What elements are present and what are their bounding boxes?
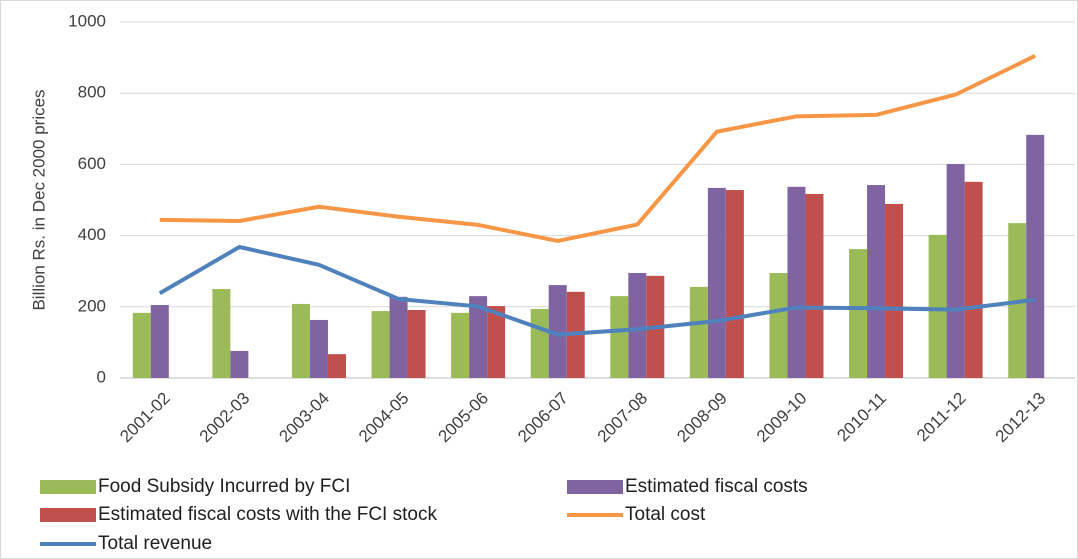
y-tick-label: 800	[78, 83, 106, 102]
bar	[469, 296, 488, 378]
legend-swatch	[40, 508, 96, 522]
bar	[867, 185, 886, 378]
y-tick-label: 200	[78, 296, 106, 315]
bar	[327, 354, 346, 378]
bar	[389, 296, 408, 378]
bar	[487, 306, 506, 378]
bar	[407, 310, 426, 378]
bar	[150, 305, 169, 378]
bar	[628, 272, 647, 378]
bar	[530, 308, 549, 378]
bar	[1026, 134, 1045, 378]
y-tick-label: 1000	[68, 11, 106, 30]
y-axis-label: Billion Rs. in Dec 2000 prices	[29, 89, 48, 310]
bar	[707, 187, 726, 378]
legend-label: Total cost	[625, 504, 706, 525]
bar	[610, 296, 629, 378]
bar	[725, 190, 744, 378]
legend-label: Food Subsidy Incurred by FCI	[98, 476, 350, 497]
bar	[769, 272, 788, 378]
legend-swatch	[567, 480, 623, 494]
bar	[849, 249, 868, 378]
bar	[787, 186, 806, 378]
bar	[309, 319, 328, 378]
bar	[885, 203, 904, 378]
legend-label: Estimated fiscal costs with the FCI stoc…	[98, 504, 437, 525]
bar	[132, 312, 151, 378]
y-tick-label: 400	[78, 225, 106, 244]
bar	[946, 164, 965, 378]
legend-label: Total revenue	[98, 533, 212, 554]
bar	[805, 193, 824, 378]
line	[159, 54, 1037, 243]
y-tick-label: 0	[97, 367, 106, 386]
bar	[451, 312, 470, 378]
bar	[689, 286, 708, 378]
legend-label: Estimated fiscal costs	[625, 476, 808, 497]
bar	[230, 350, 249, 378]
line	[158, 244, 1036, 337]
bar	[291, 303, 310, 378]
bar	[964, 181, 983, 378]
y-tick-label: 600	[78, 154, 106, 173]
bar	[548, 285, 567, 378]
bar	[212, 289, 231, 378]
bar	[928, 234, 947, 378]
bar	[371, 311, 390, 378]
legend-swatch	[40, 480, 96, 494]
